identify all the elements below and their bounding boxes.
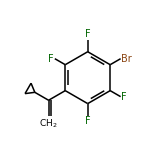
Text: CH$_2$: CH$_2$ (39, 117, 58, 130)
Text: F: F (85, 29, 91, 39)
Text: F: F (85, 116, 91, 126)
Text: F: F (48, 54, 54, 64)
Text: Br: Br (121, 54, 132, 64)
Text: F: F (121, 92, 127, 102)
